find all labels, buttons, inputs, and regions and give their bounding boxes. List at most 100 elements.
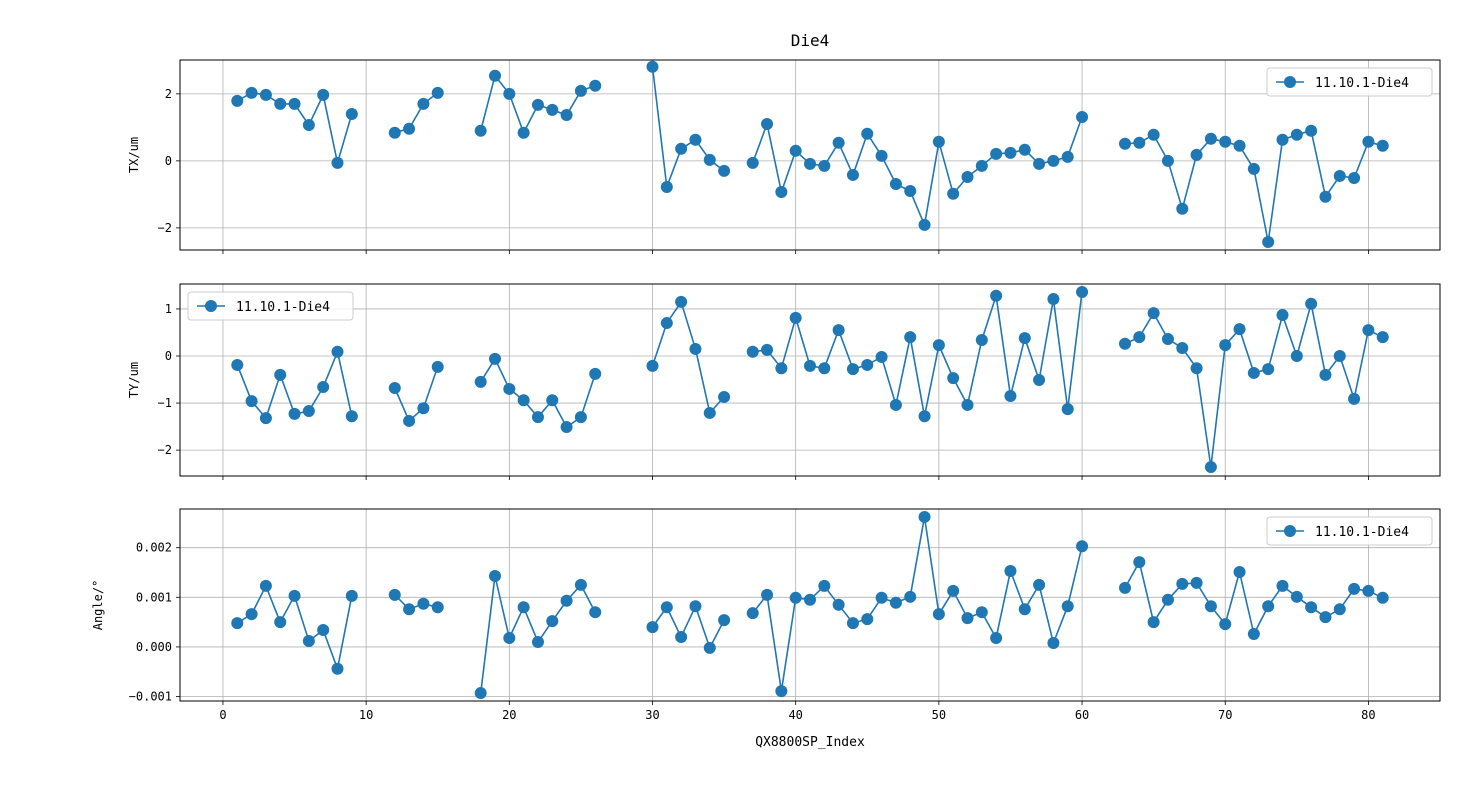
y-tick-label: 2: [165, 87, 172, 101]
legend-marker: [205, 300, 217, 312]
data-point: [761, 118, 774, 131]
data-point: [861, 358, 874, 371]
data-point: [1161, 333, 1174, 346]
data-point: [961, 398, 974, 411]
chart-title: Die4: [791, 31, 830, 50]
data-point: [560, 108, 573, 121]
series-line: [236, 291, 1384, 468]
data-point: [932, 339, 945, 352]
data-point: [804, 359, 816, 372]
data-point: [288, 97, 301, 110]
data-point: [660, 601, 673, 614]
data-point: [245, 608, 258, 621]
data-point: [889, 596, 902, 609]
legend-label: 11.10.1-Die4: [1315, 525, 1409, 540]
data-point: [560, 421, 573, 434]
data-point: [1319, 190, 1332, 203]
data-point: [331, 345, 344, 358]
axes-frame: [179, 508, 1441, 702]
legend-marker: [1284, 525, 1296, 537]
data-point: [646, 60, 659, 73]
data-point: [388, 588, 401, 601]
y-tick-label: 1: [165, 302, 172, 316]
data-point: [1004, 146, 1017, 159]
data-point: [675, 142, 688, 155]
data-point: [1076, 540, 1089, 553]
data-point: [589, 367, 602, 380]
data-point: [1262, 363, 1275, 376]
y-tick-label: −0.001: [129, 690, 172, 704]
data-point: [789, 591, 802, 604]
data-point: [1176, 342, 1189, 354]
data-point: [345, 107, 358, 120]
data-point: [503, 382, 516, 395]
data-point: [1305, 297, 1318, 310]
x-tick-label: 0: [219, 708, 226, 722]
y-tick-label: −1: [158, 396, 172, 410]
data-point: [1190, 362, 1203, 375]
data-point: [274, 97, 287, 110]
data-point: [1247, 628, 1260, 641]
data-point: [431, 360, 444, 373]
data-point: [474, 687, 487, 700]
data-point: [875, 350, 888, 363]
data-point: [918, 510, 931, 523]
data-point: [589, 79, 602, 92]
data-point: [1119, 337, 1131, 350]
data-point: [1348, 392, 1361, 405]
data-point: [1033, 157, 1046, 170]
data-point: [1276, 579, 1289, 592]
data-point: [503, 631, 516, 644]
data-point: [1262, 600, 1275, 613]
data-point: [1233, 323, 1246, 336]
data-point: [675, 631, 688, 643]
data-point: [302, 405, 315, 418]
y-tick-label: 0: [165, 154, 172, 168]
data-point: [1247, 162, 1260, 175]
data-point: [889, 177, 902, 190]
data-point: [961, 612, 974, 625]
data-point: [1376, 139, 1389, 152]
data-point: [918, 218, 931, 231]
data-point: [1204, 132, 1217, 145]
data-point: [689, 342, 702, 355]
data-point: [1233, 139, 1246, 152]
data-point: [1362, 135, 1375, 148]
data-point: [646, 621, 659, 634]
data-point: [417, 402, 430, 415]
series-line: [236, 66, 1383, 243]
legend-label: 11.10.1-Die4: [236, 300, 330, 315]
data-point: [431, 86, 444, 99]
data-point: [531, 411, 544, 424]
data-point: [1290, 128, 1303, 141]
data-point: [345, 410, 358, 423]
data-point: [975, 334, 988, 346]
data-point: [660, 181, 673, 194]
data-point: [417, 97, 430, 110]
data-point: [1033, 374, 1046, 386]
x-tick-label: 50: [932, 708, 946, 722]
data-point: [1147, 616, 1160, 629]
data-point: [503, 87, 516, 100]
data-point: [675, 295, 688, 308]
legend-marker: [1284, 76, 1296, 88]
data-point: [1219, 135, 1232, 148]
data-point: [403, 414, 416, 427]
data-point: [1204, 600, 1217, 613]
data-point: [1233, 566, 1246, 579]
data-point: [403, 122, 416, 135]
data-point: [1018, 143, 1031, 156]
data-point: [990, 289, 1003, 302]
data-point: [517, 394, 530, 407]
data-point: [990, 631, 1003, 644]
data-point: [703, 641, 716, 654]
data-point: [1119, 581, 1131, 594]
data-point: [1333, 603, 1346, 616]
data-point: [1147, 128, 1160, 141]
data-point: [1033, 578, 1046, 591]
data-point: [1362, 584, 1375, 597]
data-point: [1161, 593, 1174, 606]
data-point: [1305, 601, 1318, 614]
data-point: [317, 88, 330, 101]
data-point: [775, 685, 788, 698]
